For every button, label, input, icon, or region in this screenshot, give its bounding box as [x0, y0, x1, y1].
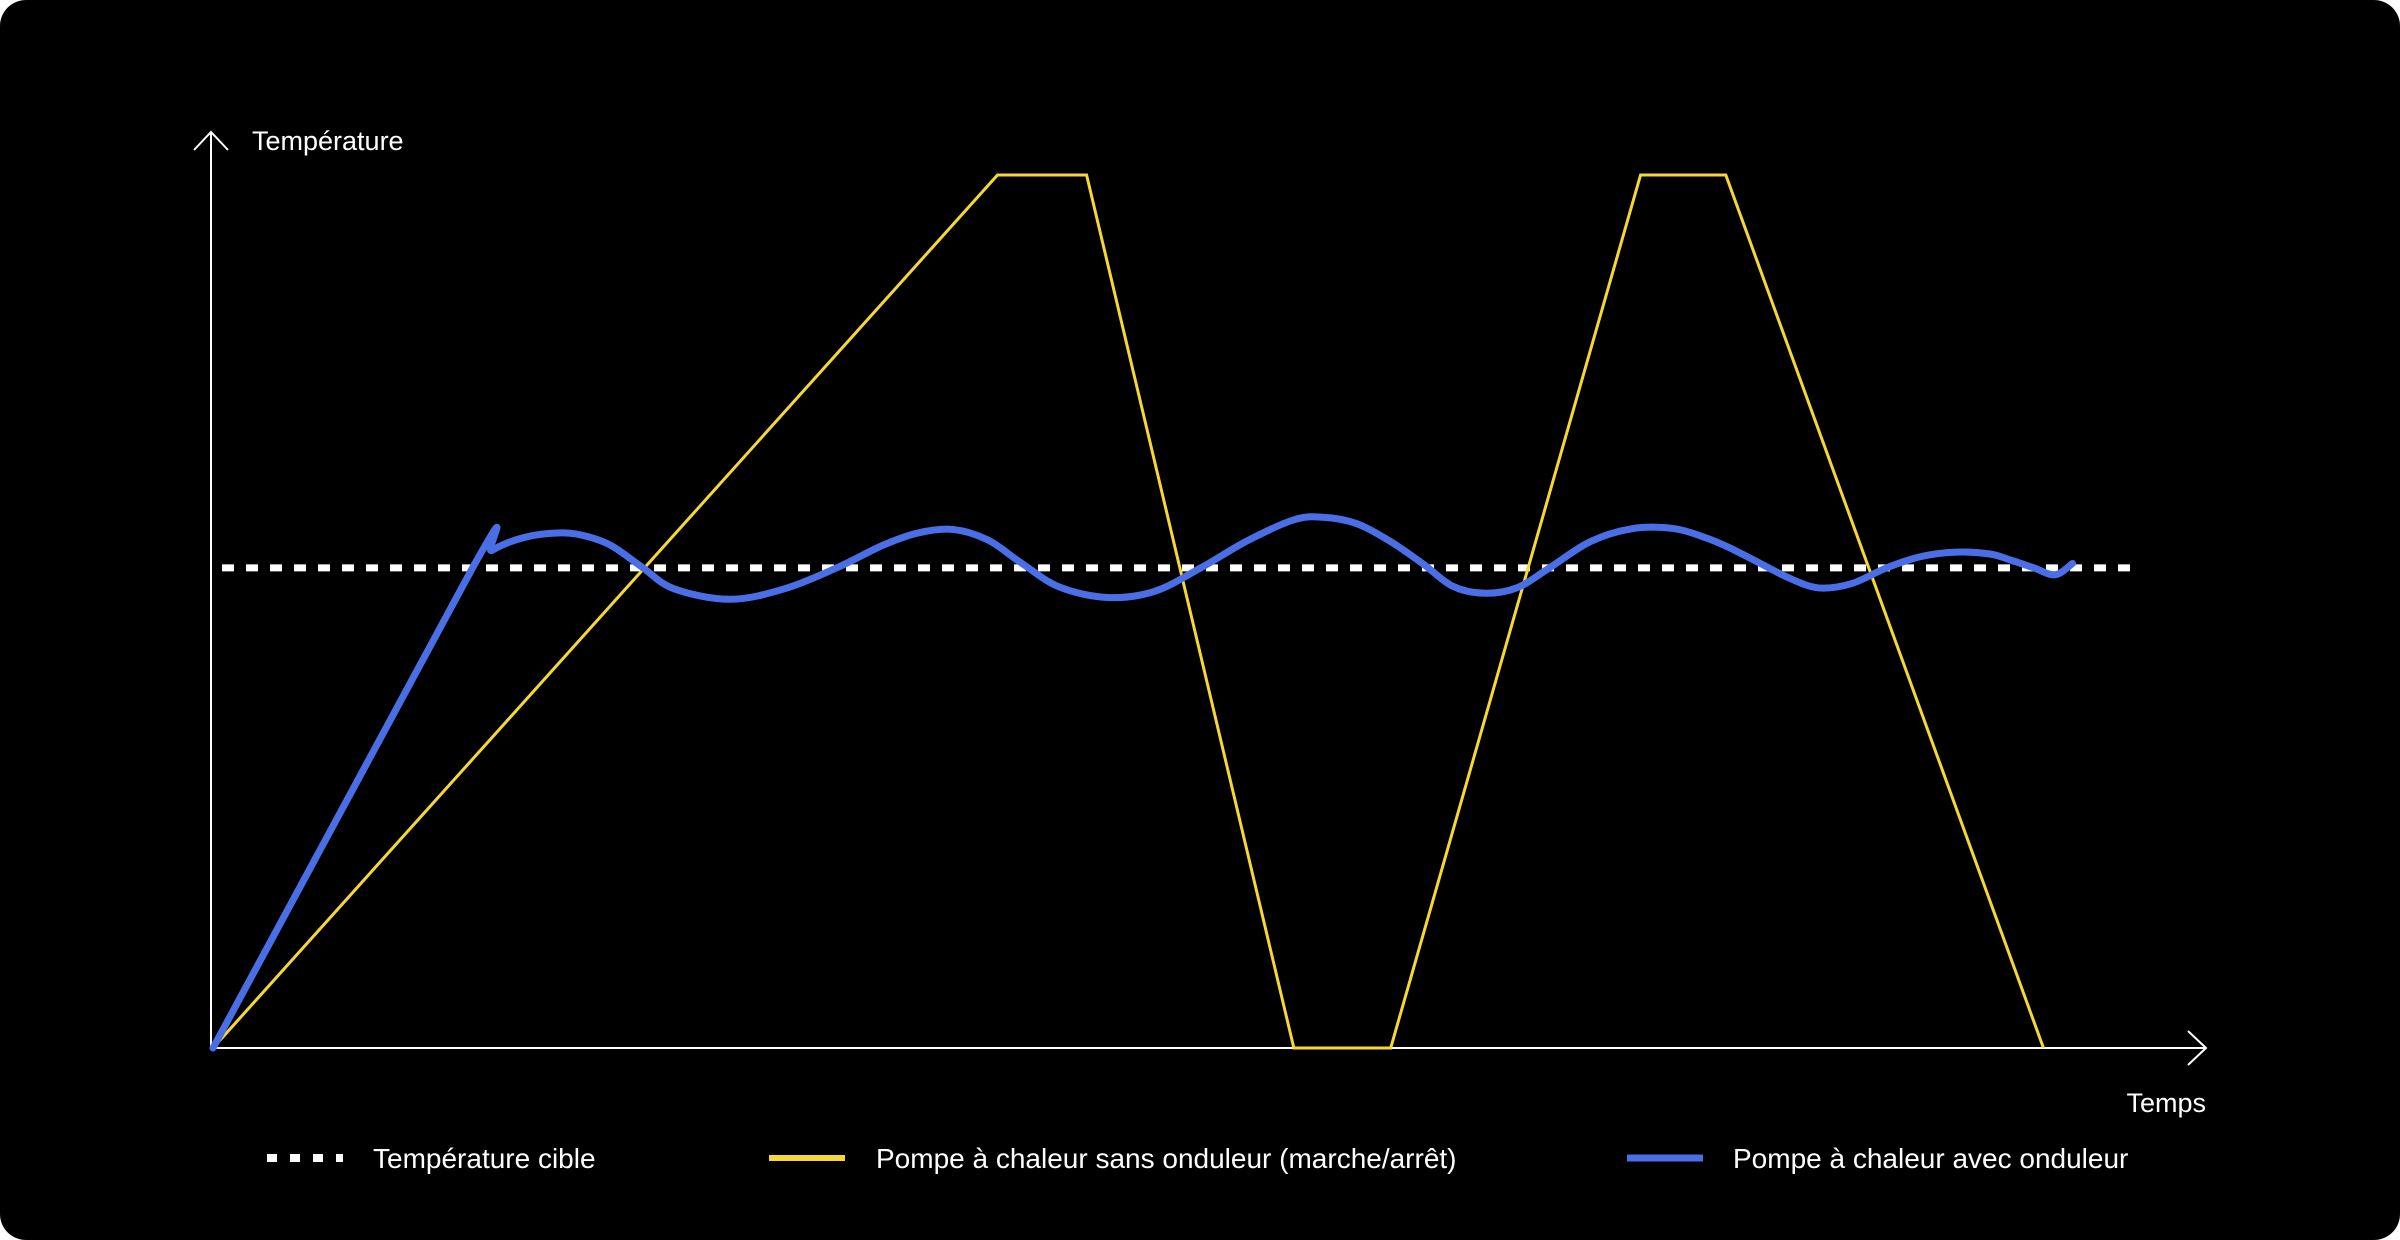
series-line-onoff: [211, 173, 2045, 1050]
legend-item-target: Température cible: [267, 1143, 596, 1174]
series-line-inverter: [209, 513, 2077, 1052]
x-axis-arrow: [2187, 1030, 2208, 1066]
axes: Température Temps: [193, 126, 2208, 1118]
y-axis-label: Température: [252, 126, 404, 156]
legend-label-inverter: Pompe à chaleur avec onduleur: [1733, 1143, 2128, 1174]
legend-label-target: Température cible: [373, 1143, 596, 1174]
legend-item-onoff: Pompe à chaleur sans onduleur (marche/ar…: [769, 1143, 1457, 1174]
legend-item-inverter: Pompe à chaleur avec onduleur: [1627, 1143, 2128, 1174]
y-axis-arrow: [193, 130, 229, 151]
x-axis-label: Temps: [2126, 1088, 2206, 1118]
legend: Température cible Pompe à chaleur sans o…: [267, 1143, 2128, 1174]
legend-label-onoff: Pompe à chaleur sans onduleur (marche/ar…: [876, 1143, 1457, 1174]
plot-area: [209, 173, 2140, 1052]
